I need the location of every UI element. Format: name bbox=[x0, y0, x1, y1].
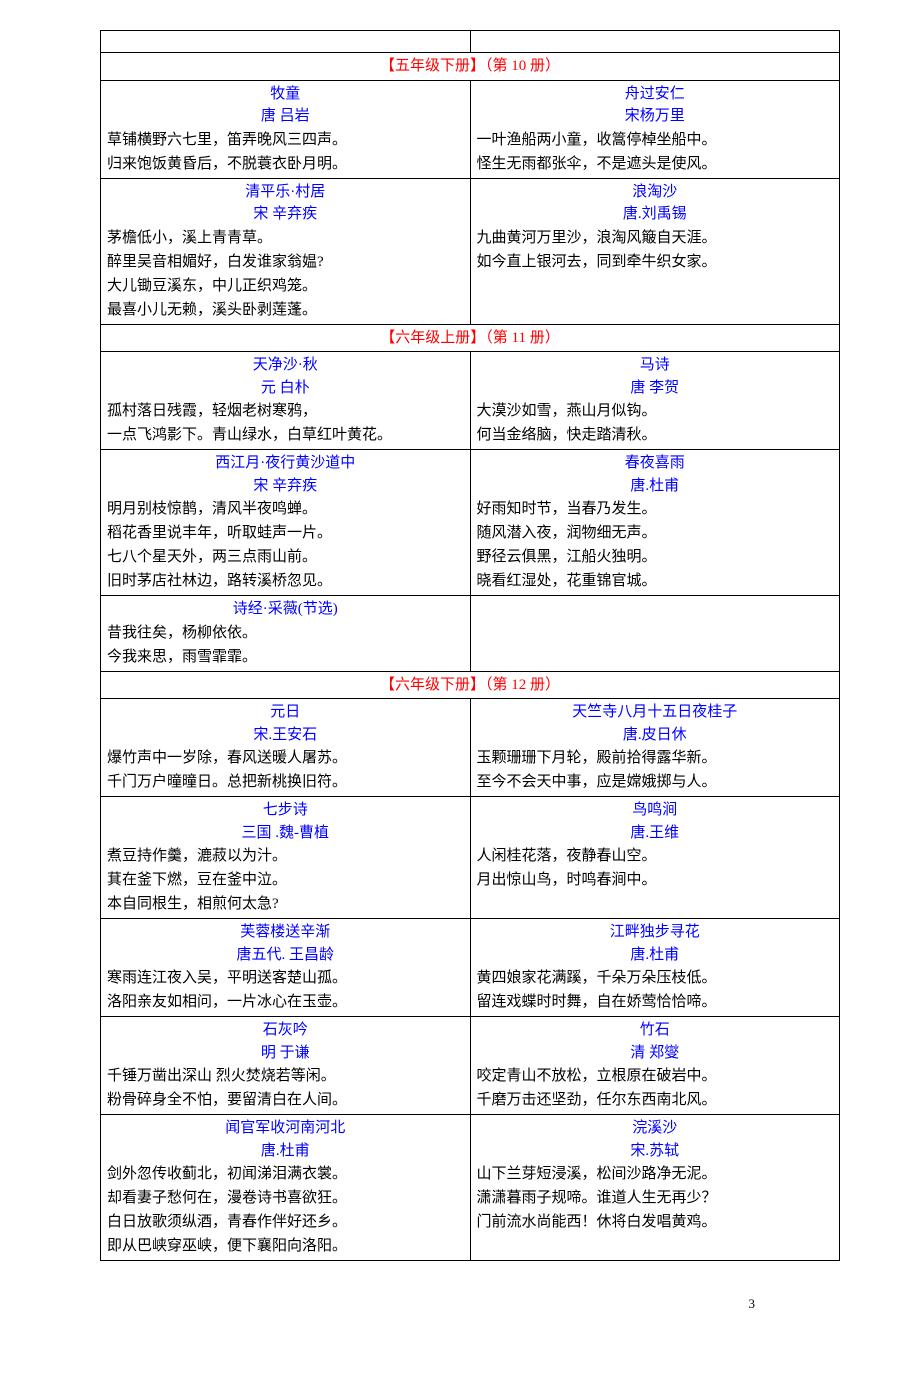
poem-cell: 竹石清 郑燮咬定青山不放松，立根原在破岩中。千磨万击还坚劲，任尔东西南北风。 bbox=[470, 1017, 840, 1115]
page-number: 3 bbox=[749, 1296, 756, 1312]
poem-body: 昔我往矣，杨柳依依。今我来思，雨雪霏霏。 bbox=[107, 621, 464, 669]
poem-author: 唐 吕岩 bbox=[107, 105, 464, 128]
poem-title: 春夜喜雨 bbox=[477, 452, 834, 475]
poem-title: 竹石 bbox=[477, 1019, 834, 1042]
poem-author: 宋 辛弃疾 bbox=[107, 475, 464, 498]
poem-cell: 浣溪沙宋.苏轼山下兰芽短浸溪，松间沙路净无泥。潇潇暮雨子规啼。谁道人生无再少？门… bbox=[470, 1115, 840, 1261]
poem-title: 江畔独步寻花 bbox=[477, 921, 834, 944]
poem-title: 鸟鸣涧 bbox=[477, 799, 834, 822]
poem-body: 山下兰芽短浸溪，松间沙路净无泥。潇潇暮雨子规啼。谁道人生无再少？门前流水尚能西！… bbox=[477, 1162, 834, 1234]
poem-title: 芙蓉楼送辛渐 bbox=[107, 921, 464, 944]
poem-body: 一叶渔船两小童，收篙停棹坐船中。怪生无雨都张伞，不是遮头是使风。 bbox=[477, 128, 834, 176]
poem-body: 大漠沙如雪，燕山月似钩。何当金络脑，快走踏清秋。 bbox=[477, 399, 834, 447]
poem-author: 唐.王维 bbox=[477, 822, 834, 845]
poem-author: 唐.皮日休 bbox=[477, 724, 834, 747]
poem-cell: 牧童唐 吕岩草铺横野六七里，笛弄晚风三四声。归来饱饭黄昏后，不脱蓑衣卧月明。 bbox=[101, 80, 471, 178]
poem-title: 清平乐·村居 bbox=[107, 181, 464, 204]
poem-author: 宋.苏轼 bbox=[477, 1140, 834, 1163]
poem-body: 九曲黄河万里沙，浪淘风簸自天涯。如今直上银河去，同到牵牛织女家。 bbox=[477, 226, 834, 274]
poem-body: 爆竹声中一岁除，春风送暖人屠苏。千门万户曈曈日。总把新桃换旧符。 bbox=[107, 746, 464, 794]
poem-author: 宋杨万里 bbox=[477, 105, 834, 128]
poem-body: 煮豆持作羹，漉菽以为汁。萁在釜下燃，豆在釜中泣。本自同根生，相煎何太急? bbox=[107, 844, 464, 916]
poem-title: 天竺寺八月十五日夜桂子 bbox=[477, 701, 834, 724]
poem-cell: 闻官军收河南河北唐.杜甫剑外忽传收蓟北，初闻涕泪满衣裳。却看妻子愁何在，漫卷诗书… bbox=[101, 1115, 471, 1261]
poem-cell: 天竺寺八月十五日夜桂子唐.皮日休玉颗珊珊下月轮，殿前拾得露华新。至今不会天中事，… bbox=[470, 699, 840, 797]
poem-author: 唐.刘禹锡 bbox=[477, 203, 834, 226]
poem-cell: 马诗唐 李贺大漠沙如雪，燕山月似钩。何当金络脑，快走踏清秋。 bbox=[470, 352, 840, 450]
poem-cell: 舟过安仁宋杨万里一叶渔船两小童，收篙停棹坐船中。怪生无雨都张伞，不是遮头是使风。 bbox=[470, 80, 840, 178]
poem-author: 唐 李贺 bbox=[477, 377, 834, 400]
poem-author: 宋.王安石 bbox=[107, 724, 464, 747]
poem-author: 唐.杜甫 bbox=[477, 475, 834, 498]
poem-author: 元 白朴 bbox=[107, 377, 464, 400]
poem-cell: 七步诗三国 .魏-曹植煮豆持作羹，漉菽以为汁。萁在釜下燃，豆在釜中泣。本自同根生… bbox=[101, 797, 471, 919]
poem-cell: 鸟鸣涧唐.王维人闲桂花落，夜静春山空。月出惊山鸟，时鸣春涧中。 bbox=[470, 797, 840, 919]
poem-author: 唐.杜甫 bbox=[107, 1140, 464, 1163]
poem-cell: 春夜喜雨唐.杜甫好雨知时节，当春乃发生。随风潜入夜，润物细无声。野径云俱黑，江船… bbox=[470, 450, 840, 596]
poem-author: 唐五代. 王昌龄 bbox=[107, 944, 464, 967]
poem-body: 好雨知时节，当春乃发生。随风潜入夜，润物细无声。野径云俱黑，江船火独明。晓看红湿… bbox=[477, 497, 834, 593]
section-header: 【五年级下册】（第 10 册） bbox=[101, 53, 840, 81]
poem-title: 舟过安仁 bbox=[477, 83, 834, 106]
empty-cell bbox=[101, 31, 471, 53]
poem-body: 寒雨连江夜入吴，平明送客楚山孤。洛阳亲友如相问，一片冰心在玉壶。 bbox=[107, 966, 464, 1014]
poem-main-table: 【五年级下册】（第 10 册）牧童唐 吕岩草铺横野六七里，笛弄晚风三四声。归来饱… bbox=[100, 30, 840, 1261]
section-header: 【六年级上册】（第 11 册） bbox=[101, 324, 840, 352]
poem-body: 草铺横野六七里，笛弄晚风三四声。归来饱饭黄昏后，不脱蓑衣卧月明。 bbox=[107, 128, 464, 176]
poem-title: 马诗 bbox=[477, 354, 834, 377]
poem-body: 千锤万凿出深山 烈火焚烧若等闲。粉骨碎身全不怕，要留清白在人间。 bbox=[107, 1064, 464, 1112]
poem-title: 七步诗 bbox=[107, 799, 464, 822]
poem-cell: 西江月·夜行黄沙道中宋 辛弃疾明月别枝惊鹊，清风半夜鸣蝉。稻花香里说丰年，听取蛙… bbox=[101, 450, 471, 596]
empty-cell bbox=[470, 31, 840, 53]
poem-author: 唐.杜甫 bbox=[477, 944, 834, 967]
poem-title: 闻官军收河南河北 bbox=[107, 1117, 464, 1140]
poem-title: 牧童 bbox=[107, 83, 464, 106]
poem-title: 元日 bbox=[107, 701, 464, 724]
poem-cell: 浪淘沙唐.刘禹锡九曲黄河万里沙，浪淘风簸自天涯。如今直上银河去，同到牵牛织女家。 bbox=[470, 178, 840, 324]
poem-cell: 元日宋.王安石爆竹声中一岁除，春风送暖人屠苏。千门万户曈曈日。总把新桃换旧符。 bbox=[101, 699, 471, 797]
poem-cell: 江畔独步寻花唐.杜甫黄四娘家花满蹊，千朵万朵压枝低。留连戏蝶时时舞，自在娇莺恰恰… bbox=[470, 919, 840, 1017]
poem-author: 三国 .魏-曹植 bbox=[107, 822, 464, 845]
poem-cell bbox=[470, 596, 840, 672]
section-header: 【六年级下册】（第 12 册） bbox=[101, 671, 840, 699]
poem-author: 明 于谦 bbox=[107, 1042, 464, 1065]
poem-title: 诗经·采薇(节选) bbox=[107, 598, 464, 621]
poem-title: 天净沙·秋 bbox=[107, 354, 464, 377]
poem-body: 剑外忽传收蓟北，初闻涕泪满衣裳。却看妻子愁何在，漫卷诗书喜欲狂。白日放歌须纵酒，… bbox=[107, 1162, 464, 1258]
poem-cell: 天净沙·秋元 白朴孤村落日残霞，轻烟老树寒鸦，一点飞鸿影下。青山绿水，白草红叶黄… bbox=[101, 352, 471, 450]
poem-body: 茅檐低小，溪上青青草。醉里吴音相媚好，白发谁家翁媪?大儿锄豆溪东，中儿正织鸡笼。… bbox=[107, 226, 464, 322]
poem-cell: 诗经·采薇(节选)昔我往矣，杨柳依依。今我来思，雨雪霏霏。 bbox=[101, 596, 471, 672]
poem-author: 清 郑燮 bbox=[477, 1042, 834, 1065]
poem-title: 石灰吟 bbox=[107, 1019, 464, 1042]
poem-cell: 清平乐·村居宋 辛弃疾茅檐低小，溪上青青草。醉里吴音相媚好，白发谁家翁媪?大儿锄… bbox=[101, 178, 471, 324]
poem-title: 浣溪沙 bbox=[477, 1117, 834, 1140]
poem-body: 人闲桂花落，夜静春山空。月出惊山鸟，时鸣春涧中。 bbox=[477, 844, 834, 892]
poem-body: 孤村落日残霞，轻烟老树寒鸦，一点飞鸿影下。青山绿水，白草红叶黄花。 bbox=[107, 399, 464, 447]
poem-body: 黄四娘家花满蹊，千朵万朵压枝低。留连戏蝶时时舞，自在娇莺恰恰啼。 bbox=[477, 966, 834, 1014]
poem-title: 浪淘沙 bbox=[477, 181, 834, 204]
poem-body: 明月别枝惊鹊，清风半夜鸣蝉。稻花香里说丰年，听取蛙声一片。七八个星天外，两三点雨… bbox=[107, 497, 464, 593]
poem-body: 玉颗珊珊下月轮，殿前拾得露华新。至今不会天中事，应是嫦娥掷与人。 bbox=[477, 746, 834, 794]
poem-author: 宋 辛弃疾 bbox=[107, 203, 464, 226]
poem-cell: 石灰吟明 于谦千锤万凿出深山 烈火焚烧若等闲。粉骨碎身全不怕，要留清白在人间。 bbox=[101, 1017, 471, 1115]
poem-title: 西江月·夜行黄沙道中 bbox=[107, 452, 464, 475]
poem-cell: 芙蓉楼送辛渐唐五代. 王昌龄寒雨连江夜入吴，平明送客楚山孤。洛阳亲友如相问，一片… bbox=[101, 919, 471, 1017]
poem-body: 咬定青山不放松，立根原在破岩中。千磨万击还坚劲，任尔东西南北风。 bbox=[477, 1064, 834, 1112]
